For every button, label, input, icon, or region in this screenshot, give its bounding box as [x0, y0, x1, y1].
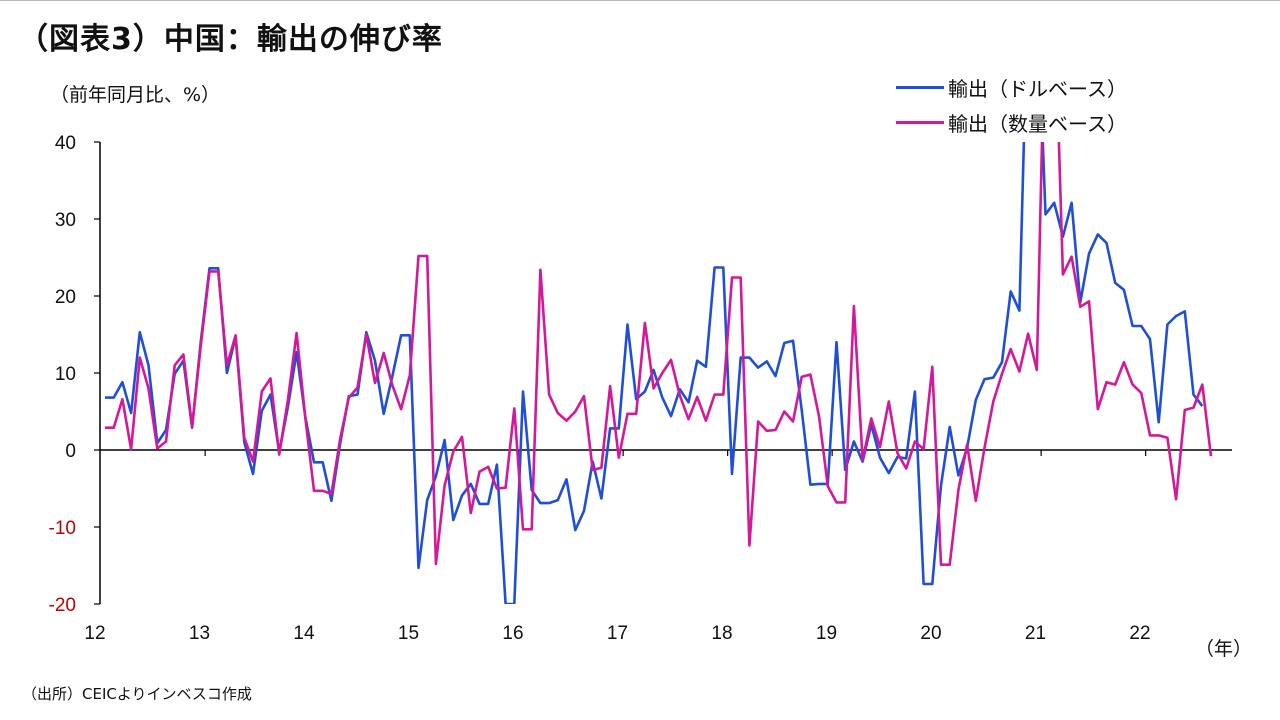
- x-tick-label: 17: [607, 623, 628, 644]
- source-note: （出所）CEICよりインベスコ作成: [22, 685, 252, 703]
- y-tick-label: 30: [55, 210, 76, 231]
- legend-item-volume: 輸出（数量ベース）: [896, 105, 1127, 140]
- y-tick-label: 0: [65, 441, 76, 462]
- x-tick-label: 15: [398, 623, 419, 644]
- x-tick-label: 16: [502, 623, 523, 644]
- y-tick-label: -10: [49, 518, 76, 539]
- x-tick-label: 14: [293, 623, 315, 644]
- y-tick-label: 40: [55, 133, 76, 154]
- x-tick-label: 20: [920, 623, 941, 644]
- y-axis-unit-label: （前年同月比、%）: [50, 84, 221, 106]
- x-tick-label: 18: [711, 623, 732, 644]
- y-tick-label: -20: [49, 595, 76, 616]
- legend-label-volume: 輸出（数量ベース）: [948, 112, 1127, 136]
- x-tick-label: 13: [189, 623, 210, 644]
- x-axis-unit-label: （年）: [1195, 638, 1253, 660]
- top-divider: [0, 0, 1280, 1]
- x-tick-label: 21: [1025, 623, 1046, 644]
- y-tick-label: 20: [55, 287, 76, 308]
- legend-item-dollar: 輸出（ドルベース）: [896, 70, 1127, 105]
- chart-title: （図表3）中国：輸出の伸び率: [18, 22, 443, 57]
- x-tick-label: 22: [1129, 623, 1150, 644]
- x-tick-label: 19: [816, 623, 837, 644]
- x-tick-label: 12: [84, 623, 105, 644]
- legend-swatch-dollar: [896, 86, 944, 89]
- legend-swatch-volume: [896, 121, 944, 124]
- y-tick-label: 10: [55, 364, 76, 385]
- series-line-volume: [105, 142, 1213, 567]
- legend: 輸出（ドルベース） 輸出（数量ベース）: [896, 70, 1127, 140]
- legend-label-dollar: 輸出（ドルベース）: [948, 77, 1127, 101]
